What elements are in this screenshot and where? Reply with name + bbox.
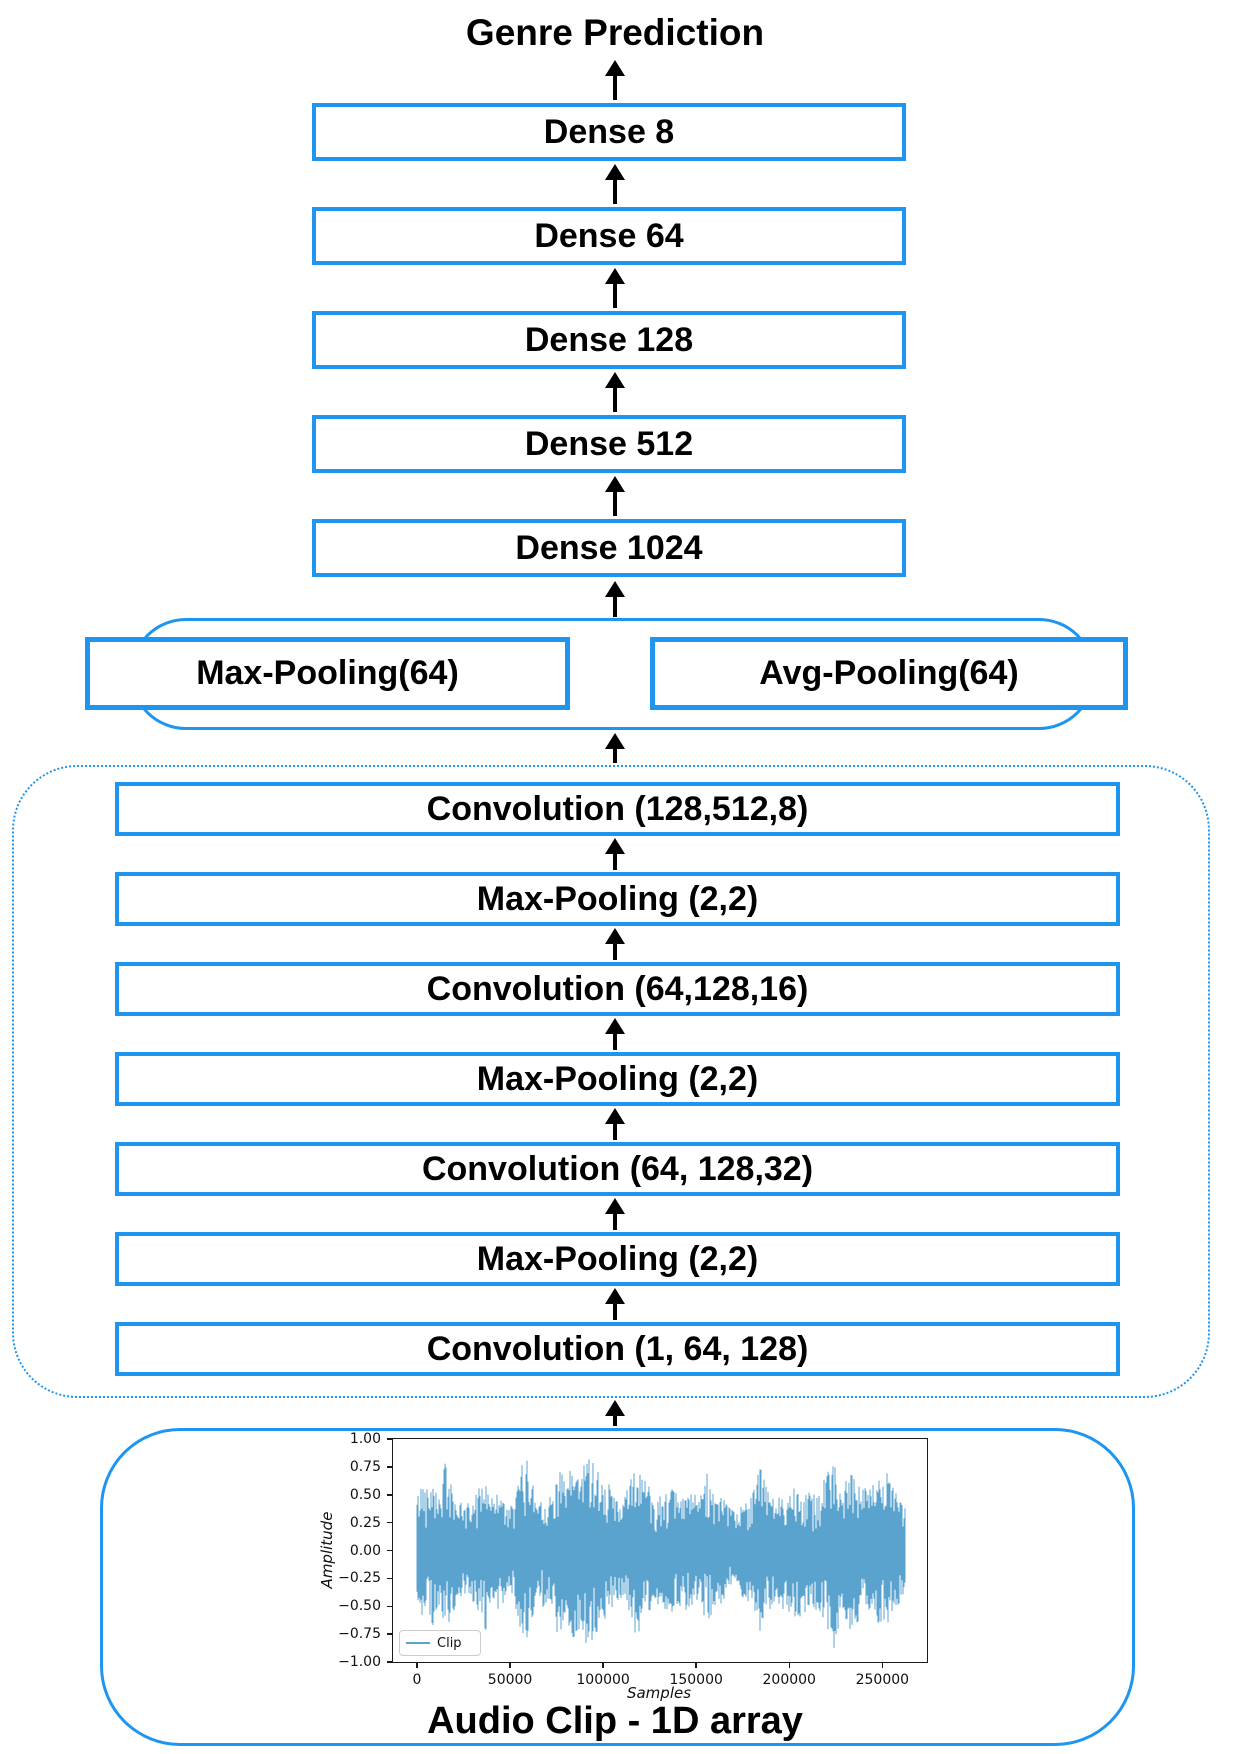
arrow-up-icon bbox=[604, 1288, 626, 1320]
legend-label: Clip bbox=[437, 1635, 462, 1651]
layer-avg-pooling-64: Avg-Pooling(64) bbox=[650, 637, 1128, 710]
x-tick bbox=[416, 1662, 418, 1668]
arrow-up-icon bbox=[604, 268, 626, 308]
arrow-up-icon bbox=[604, 733, 626, 763]
arrow-up-icon bbox=[604, 476, 626, 516]
page-title: Genre Prediction bbox=[465, 12, 765, 53]
y-tick bbox=[387, 1605, 393, 1607]
y-tick-label: −0.50 bbox=[338, 1598, 381, 1615]
layer-label: Max-Pooling(64) bbox=[196, 654, 459, 692]
layer-label: Max-Pooling (2,2) bbox=[476, 879, 759, 918]
y-tick bbox=[387, 1577, 393, 1580]
x-axis-label: Samples bbox=[626, 1684, 692, 1702]
x-tick bbox=[695, 1662, 697, 1668]
y-tick-label: 1.00 bbox=[349, 1431, 381, 1447]
x-tick-label: 100000 bbox=[576, 1672, 630, 1688]
layer-max-pooling-2-2: Max-Pooling (2,2) bbox=[115, 872, 1120, 926]
layer-label: Convolution (128,512,8) bbox=[426, 789, 809, 828]
layer-dense-512: Dense 512 bbox=[312, 415, 906, 473]
layer-label: Max-Pooling (2,2) bbox=[476, 1239, 759, 1278]
y-axis-label: Amplitude bbox=[318, 1511, 336, 1589]
layer-max-pooling-2-2: Max-Pooling (2,2) bbox=[115, 1232, 1120, 1286]
conv-block-outline bbox=[12, 765, 1210, 1398]
layer-dense-64: Dense 64 bbox=[312, 207, 906, 265]
arrow-up-icon bbox=[604, 1400, 626, 1426]
y-tick bbox=[387, 1633, 393, 1635]
x-tick-label: 250000 bbox=[855, 1672, 910, 1688]
layer-label: Convolution (64,128,16) bbox=[426, 969, 809, 1008]
layer-conv-64-128-16: Convolution (64,128,16) bbox=[115, 962, 1120, 1016]
y-tick bbox=[387, 1549, 393, 1552]
layer-label: Dense 128 bbox=[524, 320, 694, 359]
arrow-up-icon bbox=[604, 581, 626, 617]
x-tick-label: 50000 bbox=[487, 1672, 533, 1688]
x-tick bbox=[509, 1662, 511, 1668]
arrow-up-icon bbox=[604, 60, 626, 100]
arrow-up-icon bbox=[604, 838, 626, 870]
layer-max-pooling-64: Max-Pooling(64) bbox=[85, 637, 570, 710]
x-tick bbox=[881, 1662, 884, 1668]
arrow-up-icon bbox=[604, 164, 626, 204]
layer-label: Dense 512 bbox=[524, 424, 694, 463]
x-tick-label: 200000 bbox=[762, 1672, 816, 1688]
y-tick bbox=[387, 1661, 393, 1663]
y-tick-label: 0.00 bbox=[349, 1542, 381, 1559]
layer-conv-1-64-128: Convolution (1, 64, 128) bbox=[115, 1322, 1120, 1376]
arrow-up-icon bbox=[604, 1018, 626, 1050]
plot-area: Clip 1.00 0.75 0.50 0.25 0.00 −0.25 −0.50 −0.75… bbox=[338, 1431, 928, 1688]
legend-line-sample bbox=[406, 1642, 430, 1644]
input-group-outline bbox=[100, 1428, 1135, 1746]
layer-label: Dense 1024 bbox=[515, 528, 703, 567]
y-tick-label: 0.50 bbox=[349, 1486, 381, 1503]
y-tick bbox=[387, 1438, 393, 1440]
y-tick bbox=[387, 1494, 393, 1496]
arrow-up-icon bbox=[604, 1198, 626, 1230]
x-tick bbox=[602, 1662, 604, 1668]
layer-dense-8: Dense 8 bbox=[312, 103, 906, 161]
chart-legend: Clip bbox=[399, 1630, 481, 1656]
x-tick-label: 150000 bbox=[669, 1672, 723, 1688]
y-tick-label: −1.00 bbox=[338, 1654, 381, 1670]
layer-max-pooling-2-2: Max-Pooling (2,2) bbox=[115, 1052, 1120, 1106]
x-tick bbox=[788, 1662, 790, 1668]
input-caption: Audio Clip - 1D array bbox=[427, 1700, 803, 1742]
y-tick-label: 0.25 bbox=[349, 1514, 381, 1531]
layer-label: Convolution (1, 64, 128) bbox=[426, 1329, 809, 1368]
x-tick-label: 0 bbox=[412, 1672, 422, 1688]
layer-label: Avg-Pooling(64) bbox=[759, 654, 1019, 692]
layer-dense-1024: Dense 1024 bbox=[312, 519, 906, 577]
layer-label: Dense 8 bbox=[543, 112, 675, 151]
layer-label: Convolution (64, 128,32) bbox=[421, 1149, 814, 1188]
y-tick-label: 0.75 bbox=[349, 1458, 381, 1475]
waveform-plot bbox=[416, 1459, 906, 1648]
arrow-up-icon bbox=[604, 372, 626, 412]
y-tick-label: −0.75 bbox=[338, 1626, 381, 1643]
layer-conv-128-512-8: Convolution (128,512,8) bbox=[115, 782, 1120, 836]
y-tick bbox=[387, 1466, 393, 1468]
layer-conv-64-128-32: Convolution (64, 128,32) bbox=[115, 1142, 1120, 1196]
layer-dense-128: Dense 128 bbox=[312, 311, 906, 369]
y-tick bbox=[387, 1521, 393, 1524]
layer-label: Max-Pooling (2,2) bbox=[476, 1059, 759, 1098]
arrow-up-icon bbox=[604, 928, 626, 960]
y-tick-label: −0.25 bbox=[338, 1570, 381, 1587]
layer-label: Dense 64 bbox=[534, 216, 684, 255]
arrow-up-icon bbox=[604, 1108, 626, 1140]
